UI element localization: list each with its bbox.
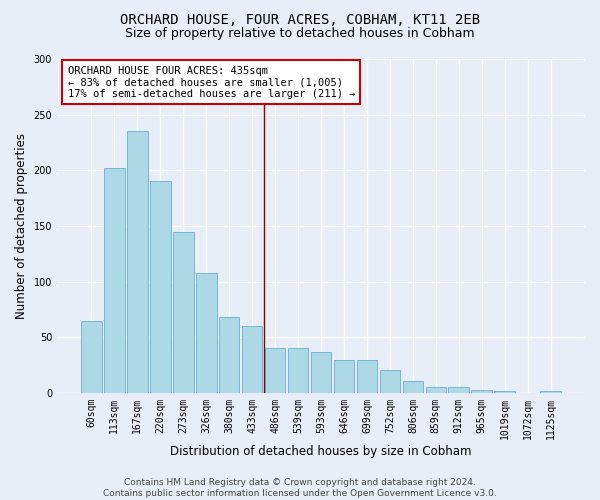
Bar (150, 182, 170, 393)
Y-axis label: Number of detached properties: Number of detached properties (15, 133, 28, 319)
Bar (173, 232, 194, 393)
Bar (81, 320, 102, 393)
Bar (425, 388, 446, 393)
Bar (288, 348, 308, 393)
Text: ORCHARD HOUSE FOUR ACRES: 435sqm
← 83% of detached houses are smaller (1,005)
17: ORCHARD HOUSE FOUR ACRES: 435sqm ← 83% o… (68, 66, 355, 99)
Bar (242, 326, 262, 393)
Text: Contains HM Land Registry data © Crown copyright and database right 2024.
Contai: Contains HM Land Registry data © Crown c… (103, 478, 497, 498)
Bar (356, 360, 377, 393)
Text: Size of property relative to detached houses in Cobham: Size of property relative to detached ho… (125, 28, 475, 40)
Bar (127, 132, 148, 393)
Bar (472, 390, 492, 393)
Bar (494, 390, 515, 393)
Bar (541, 390, 561, 393)
Text: ORCHARD HOUSE, FOUR ACRES, COBHAM, KT11 2EB: ORCHARD HOUSE, FOUR ACRES, COBHAM, KT11 … (120, 12, 480, 26)
Bar (104, 168, 125, 393)
X-axis label: Distribution of detached houses by size in Cobham: Distribution of detached houses by size … (170, 444, 472, 458)
Bar (196, 272, 217, 393)
Bar (403, 380, 423, 393)
Bar (265, 348, 286, 393)
Bar (311, 352, 331, 393)
Bar (219, 318, 239, 393)
Bar (448, 388, 469, 393)
Bar (380, 370, 400, 393)
Bar (334, 360, 355, 393)
